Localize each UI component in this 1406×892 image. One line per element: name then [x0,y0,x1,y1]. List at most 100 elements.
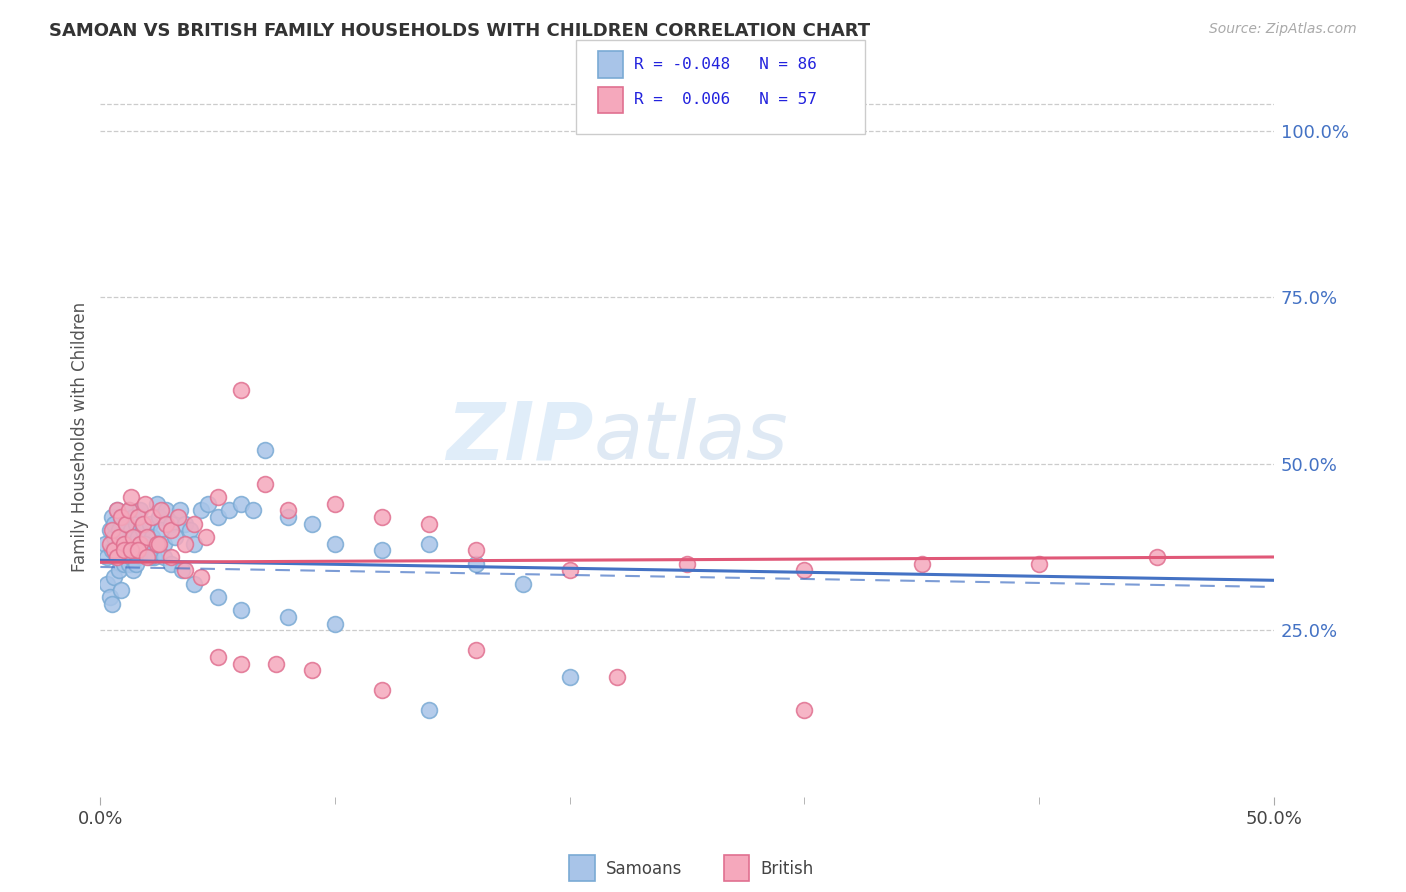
Point [194,530,217,544]
Point [98,590,121,604]
Point [159,557,181,571]
Point [108,536,131,550]
Point [793,563,815,577]
Point [253,476,276,491]
Point [94,536,117,550]
Point [323,616,346,631]
Point [190,503,212,517]
Point [129,536,152,550]
Point [793,703,815,717]
Point [1028,557,1050,571]
Point [150,503,173,517]
Point [371,543,394,558]
Point [127,549,149,564]
Y-axis label: Family Households with Children: Family Households with Children [72,302,89,572]
Point [197,497,219,511]
Point [165,530,187,544]
Point [148,510,170,524]
Point [676,557,699,571]
Point [323,497,346,511]
Point [145,536,167,550]
Point [101,543,124,558]
Point [110,557,132,571]
Point [558,670,581,684]
Point [371,683,394,698]
Point [277,610,299,624]
Point [124,557,146,571]
Point [1146,549,1168,564]
Point [120,557,142,571]
Point [266,657,288,671]
Point [124,543,146,558]
Point [141,530,163,544]
Point [231,384,253,398]
Point [418,536,440,550]
Point [231,657,253,671]
Point [105,549,128,564]
Point [152,536,174,550]
Point [96,549,118,564]
Point [277,503,299,517]
Point [120,490,142,504]
Text: British: British [761,860,814,878]
Point [112,530,135,544]
Point [173,563,195,577]
Point [371,510,394,524]
Point [207,490,229,504]
Point [418,703,440,717]
Point [159,524,181,538]
Point [207,510,229,524]
Point [159,516,181,531]
Point [207,590,229,604]
Text: ZIP: ZIP [446,398,593,476]
Point [124,543,146,558]
Point [112,543,135,558]
Point [122,510,145,524]
Point [105,549,128,564]
Point [101,524,124,538]
Point [124,516,146,531]
Point [108,530,131,544]
Point [152,549,174,564]
Point [103,543,125,558]
Point [183,516,205,531]
Point [129,543,152,558]
Point [96,576,118,591]
Point [155,503,177,517]
Point [110,583,132,598]
Point [159,549,181,564]
Point [190,570,212,584]
Point [173,536,195,550]
Text: SAMOAN VS BRITISH FAMILY HOUSEHOLDS WITH CHILDREN CORRELATION CHART: SAMOAN VS BRITISH FAMILY HOUSEHOLDS WITH… [49,22,870,40]
Point [103,516,125,531]
Point [145,497,167,511]
Point [141,510,163,524]
Point [277,510,299,524]
Point [136,530,159,544]
Point [103,530,125,544]
Text: R =  0.006   N = 57: R = 0.006 N = 57 [634,93,817,107]
Point [138,549,160,564]
Point [115,516,138,531]
Point [155,516,177,531]
Point [98,536,121,550]
Point [131,516,153,531]
Point [323,536,346,550]
Point [110,510,132,524]
Point [131,524,153,538]
Point [136,549,159,564]
Point [148,536,170,550]
Point [145,536,167,550]
Point [127,543,149,558]
Point [127,510,149,524]
Point [173,516,195,531]
Text: Source: ZipAtlas.com: Source: ZipAtlas.com [1209,22,1357,37]
Point [911,557,934,571]
Point [108,563,131,577]
Point [464,543,486,558]
Point [512,576,534,591]
Point [122,563,145,577]
Point [117,503,139,517]
Text: atlas: atlas [593,398,787,476]
Point [464,643,486,657]
